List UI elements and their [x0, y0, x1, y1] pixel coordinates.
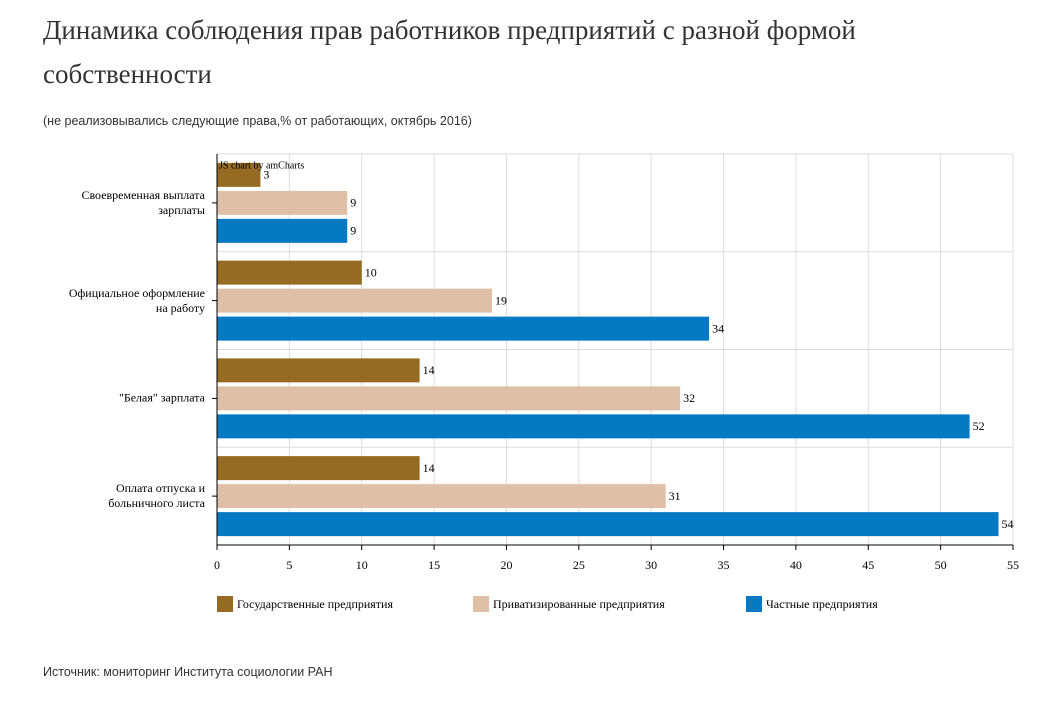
y-tick-label: Своевременная выплата зарплаты [81, 187, 205, 217]
x-tick-label: 5 [286, 558, 292, 572]
data-label: 32 [683, 391, 695, 405]
x-tick-label: 20 [500, 558, 512, 572]
legend-item: Государственные предприятия [217, 596, 393, 612]
data-label: 54 [1002, 517, 1014, 531]
bar [217, 512, 999, 537]
legend-label: Государственные предприятия [237, 597, 393, 611]
legend-label: Приватизированные предприятия [493, 597, 665, 611]
y-tick-label: Официальное оформление на работу [68, 285, 205, 315]
x-tick-label: 40 [790, 558, 802, 572]
x-tick-label: 30 [645, 558, 657, 572]
bar [217, 484, 666, 509]
bar [217, 260, 362, 285]
x-tick-label: 50 [935, 558, 947, 572]
bar [217, 414, 970, 439]
legend-swatch [473, 596, 489, 612]
data-label: 52 [973, 419, 985, 433]
legend-item: Приватизированные предприятия [473, 596, 665, 612]
x-tick-label: 15 [428, 558, 440, 572]
legend-item: Частные предприятия [746, 596, 878, 612]
data-label: 14 [423, 461, 435, 475]
data-label: 3 [263, 168, 269, 182]
subtitle: (не реализовывались следующие права,% от… [43, 114, 472, 128]
bar [217, 288, 492, 313]
x-tick-label: 10 [356, 558, 368, 572]
bar [217, 386, 681, 411]
bar [217, 218, 348, 243]
data-label: 34 [712, 321, 724, 335]
data-label: 14 [423, 363, 435, 377]
credit: JS chart by amCharts [219, 160, 304, 171]
x-tick-label: 45 [862, 558, 874, 572]
bar [217, 358, 420, 383]
data-label: 9 [350, 196, 356, 210]
bar [217, 162, 261, 187]
x-tick-label: 25 [573, 558, 585, 572]
data-label: 31 [669, 489, 681, 503]
source: Источник: мониторинг Института социологи… [43, 665, 333, 679]
legend-label: Частные предприятия [766, 597, 878, 611]
y-tick-label: Оплата отпуска и больничного листа [108, 481, 205, 511]
bar [217, 456, 420, 481]
data-label: 19 [495, 293, 507, 307]
y-tick-label: "Белая" зарплата [118, 390, 205, 405]
legend-swatch [217, 596, 233, 612]
page-title: Динамика соблюдения прав работников пред… [43, 15, 856, 89]
x-tick-label: 35 [718, 558, 730, 572]
legend-swatch [746, 596, 762, 612]
data-label: 9 [350, 224, 356, 238]
data-label: 10 [365, 265, 377, 279]
bar [217, 316, 710, 341]
x-tick-label: 55 [1007, 558, 1019, 572]
bar [217, 190, 348, 215]
x-tick-label: 0 [214, 558, 220, 572]
